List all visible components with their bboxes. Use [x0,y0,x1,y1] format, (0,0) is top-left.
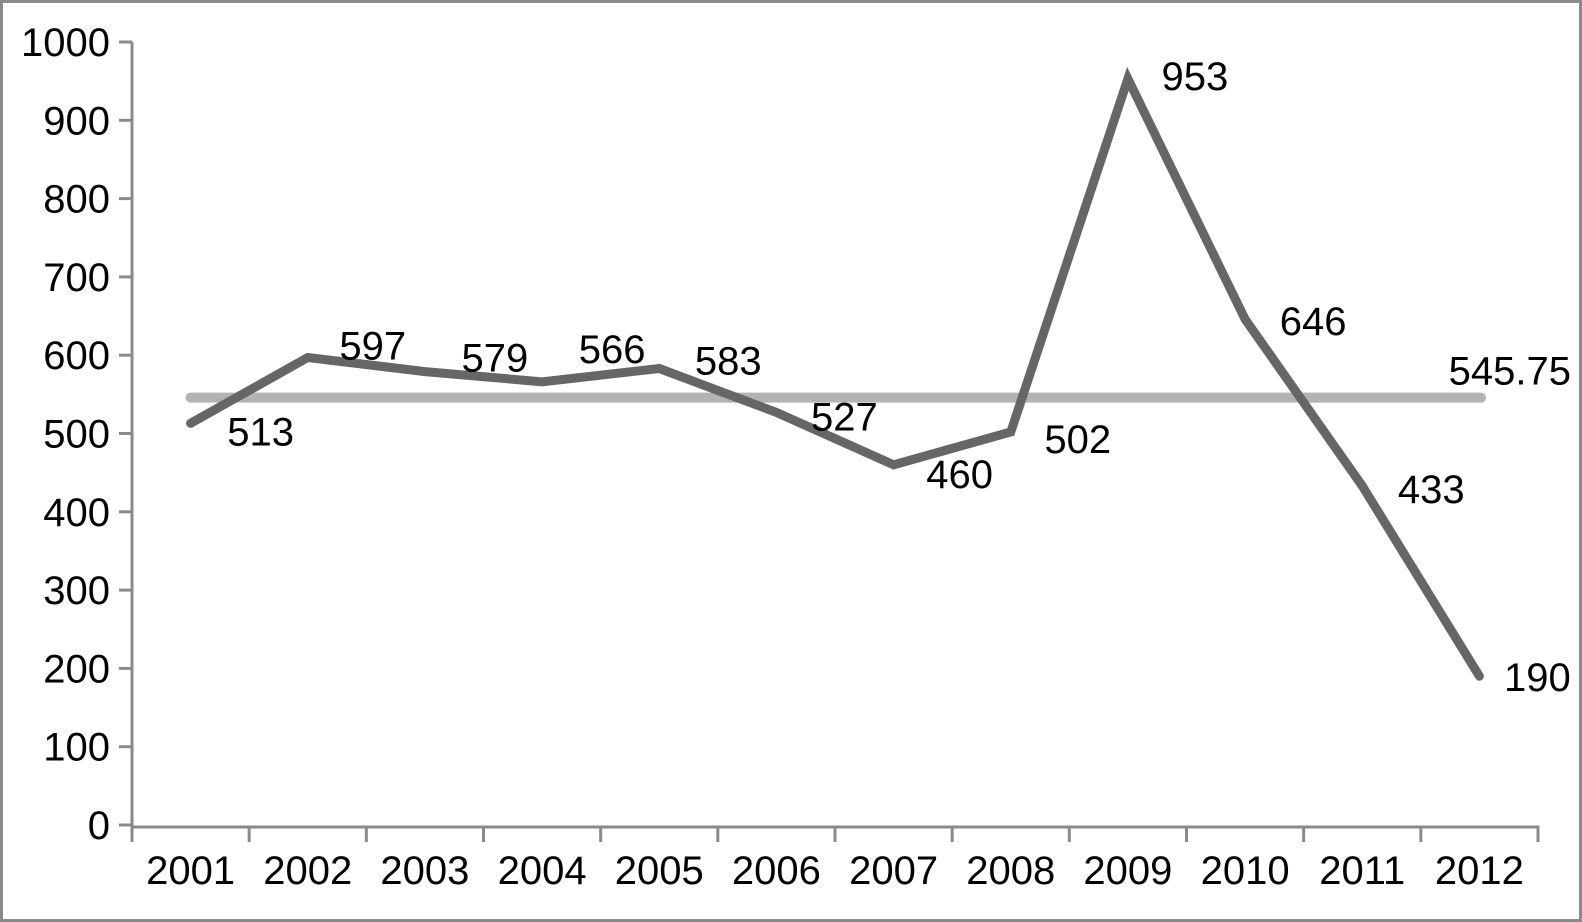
x-axis-category-label: 2010 [1201,849,1290,893]
data-point-label: 527 [811,395,878,439]
data-point-label: 513 [227,410,294,454]
x-axis-category-label: 2006 [732,849,821,893]
y-axis-tick-label: 900 [43,99,110,143]
data-point-label: 433 [1398,468,1465,512]
x-axis-category-label: 2002 [263,849,352,893]
y-axis-tick-label: 600 [43,334,110,378]
data-point-label: 597 [339,325,406,369]
line-chart: 0 100 200 300 400 500 600 700 800 900 1000 2001 2002… [21,21,1571,893]
x-axis-category-label: 2003 [380,849,469,893]
y-axis-tick-label: 500 [43,413,110,457]
average-line-label: 545.75 [1449,350,1571,394]
x-axis-category-label: 2001 [146,849,235,893]
x-axis-category-label: 2012 [1435,849,1524,893]
y-axis-tick-label: 300 [43,569,110,613]
data-point-label: 460 [926,453,993,497]
data-point-label: 502 [1044,418,1111,462]
x-axis-category-label: 2005 [615,849,704,893]
x-axis-category-label: 2008 [966,849,1055,893]
y-axis-tick-label: 0 [88,804,110,848]
y-axis-tick-label: 200 [43,647,110,691]
data-point-label: 583 [695,340,762,384]
data-point-label: 579 [462,337,529,381]
y-axis-tick-label: 700 [43,256,110,300]
data-line-series [186,66,1484,681]
data-point-label: 646 [1280,300,1347,344]
y-axis-tick-label: 800 [43,178,110,222]
chart-axes: 0 100 200 300 400 500 600 700 800 900 1000 2001 2002… [21,21,1540,893]
x-axis-category-label: 2011 [1319,849,1405,893]
x-axis-category-label: 2007 [849,849,938,893]
data-point-label: 190 [1504,656,1571,700]
data-series-group [186,66,1484,681]
data-labels-group: 513 597 579 566 583 527 460 502 953 646 433 190 [227,55,1571,700]
data-point-label: 566 [579,328,646,372]
x-axis-category-label: 2009 [1083,849,1172,893]
data-point-label: 953 [1162,55,1229,99]
y-axis-tick-label: 1000 [21,21,110,65]
y-axis-tick-label: 400 [43,491,110,535]
x-axis-category-label: 2004 [498,849,587,893]
y-axis-tick-label: 100 [43,726,110,770]
